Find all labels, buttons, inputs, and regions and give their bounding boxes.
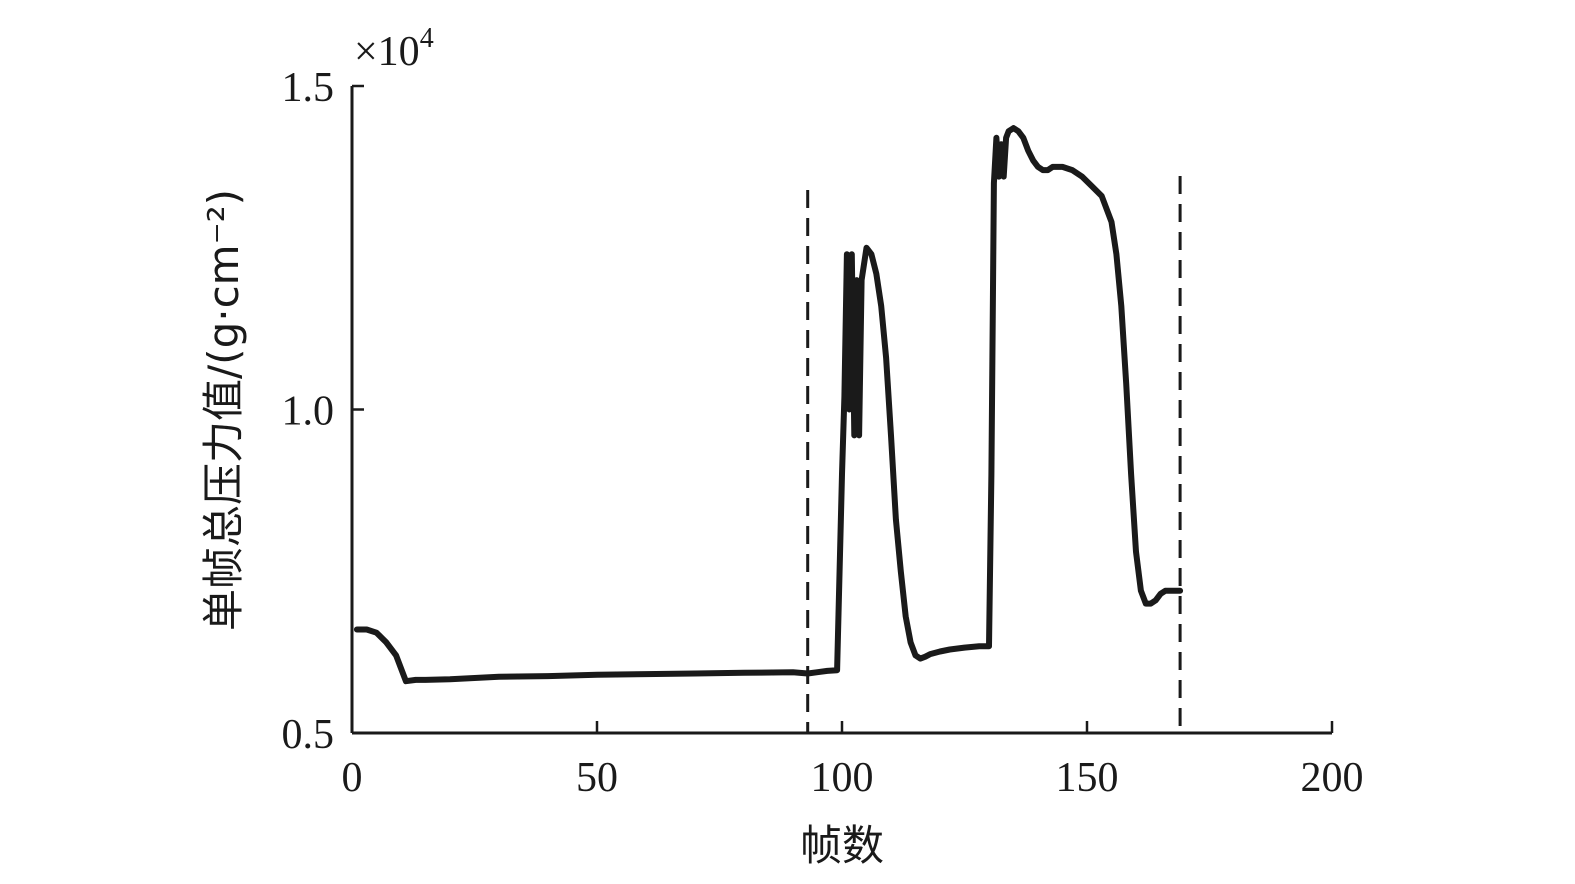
- y-axis-multiplier-base: ×10: [354, 29, 420, 75]
- series-group: [353, 125, 1184, 685]
- y-tick-label: 0.5: [282, 712, 335, 758]
- x-tick-label: 150: [1056, 755, 1119, 801]
- y-tick-label: 1.0: [282, 389, 335, 435]
- y-tick-label: 1.5: [282, 65, 335, 111]
- x-tick-label: 50: [576, 755, 618, 801]
- x-tick-label: 100: [811, 755, 874, 801]
- y-axis-title: 单帧总压力值/(g·cm⁻²): [199, 189, 248, 631]
- y-axis-multiplier: ×104: [354, 23, 434, 75]
- y-axis-multiplier-exponent: 4: [420, 23, 434, 54]
- ticks: 0 50 100 150 200 0.5 1.0 1.5: [282, 65, 1364, 801]
- x-tick-label: 0: [342, 755, 363, 801]
- x-tick-label: 200: [1301, 755, 1364, 801]
- x-axis-title: 帧数: [800, 821, 884, 870]
- series-line: [353, 125, 1184, 685]
- reference-lines: [806, 176, 1182, 733]
